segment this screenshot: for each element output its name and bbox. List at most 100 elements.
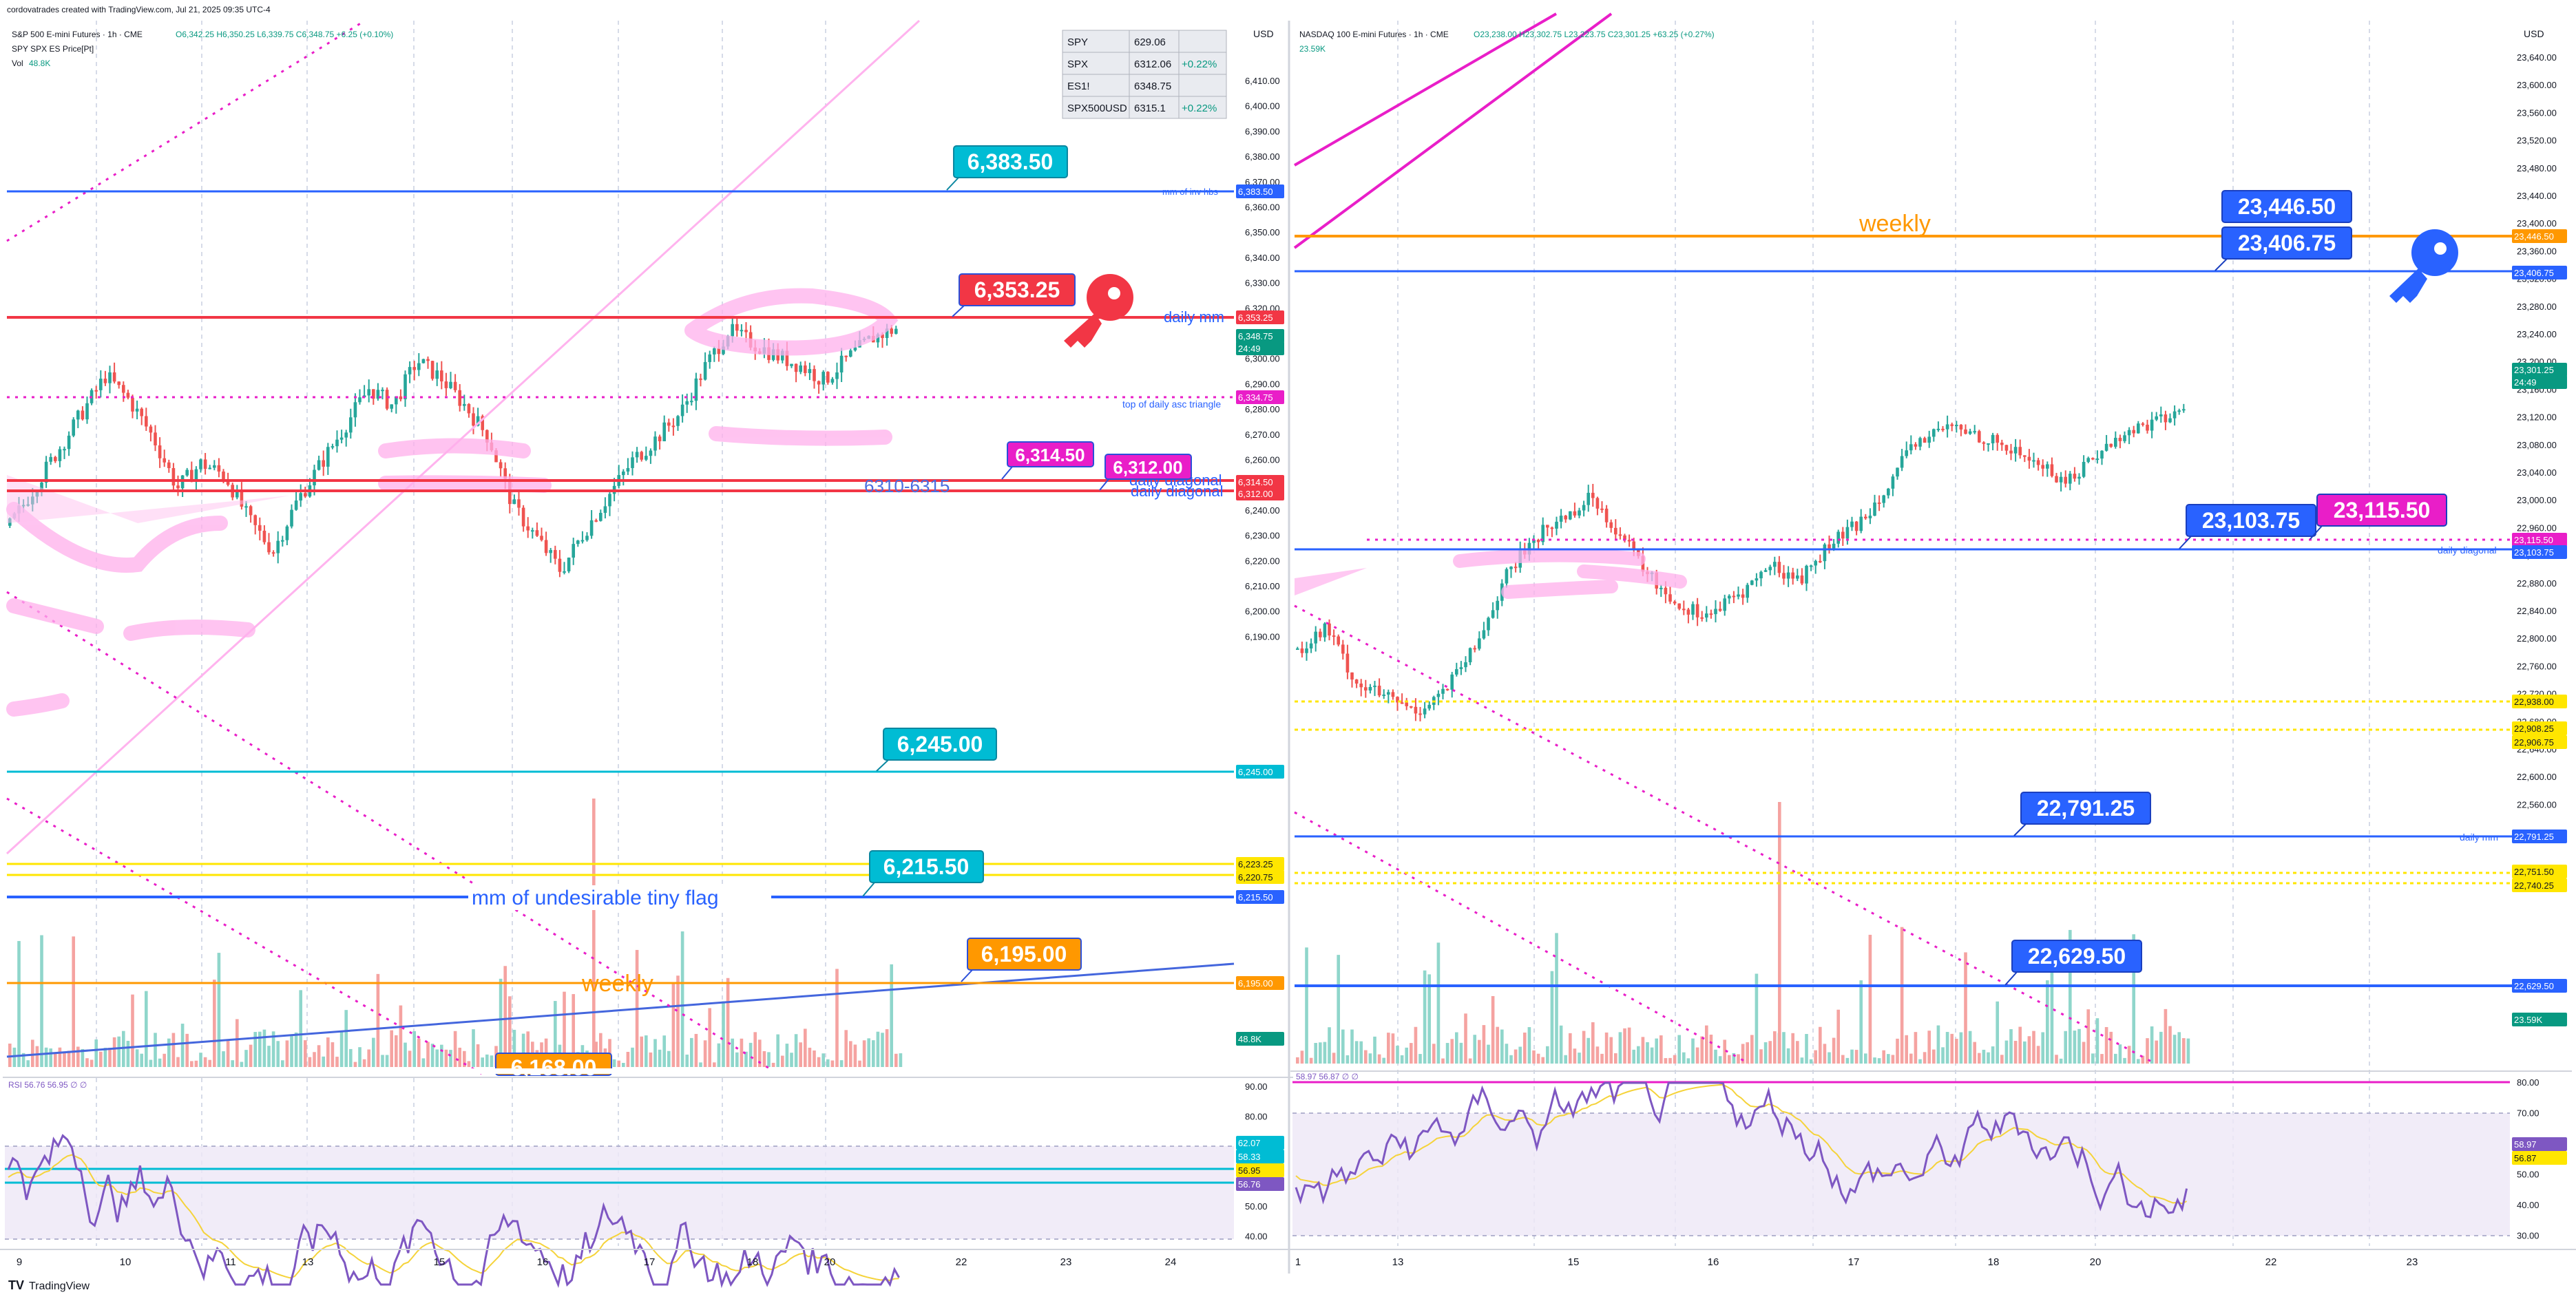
volume-bar — [399, 1005, 403, 1067]
candle — [385, 390, 389, 409]
es-descending-line-2[interactable] — [6, 797, 483, 1075]
nq-symbol-title[interactable]: NASDAQ 100 E-mini Futures · 1h · CME — [1299, 30, 1449, 39]
candle — [1859, 516, 1863, 531]
volume-bar — [2069, 929, 2072, 1064]
volume-bar — [872, 1040, 875, 1067]
price-tag — [2512, 266, 2567, 279]
nq-channel-line-1[interactable] — [1293, 12, 1558, 167]
candle — [2069, 474, 2072, 484]
candle — [2114, 437, 2117, 447]
nq-badge-23406[interactable]: 23,406.75 — [2214, 226, 2352, 271]
es-badge-6215[interactable]: 6,215.50 — [862, 850, 984, 897]
candle — [2182, 409, 2186, 411]
candle — [1573, 511, 1577, 516]
nq-descending-line-1[interactable] — [1294, 604, 2156, 1065]
volume-bar — [808, 1047, 812, 1067]
volume-bar — [703, 1040, 707, 1067]
volume-bar — [1323, 1042, 1327, 1064]
candle — [2041, 465, 2045, 469]
tradingview-logo[interactable]: TV TradingView — [8, 1278, 90, 1292]
volume-bar — [417, 1038, 421, 1067]
nq-badge-23103[interactable]: 23,103.75 — [2179, 504, 2316, 549]
time-axis-tick: 1 — [1295, 1256, 1301, 1268]
candle — [208, 467, 212, 469]
nq-currency-label[interactable]: USD — [2524, 28, 2544, 39]
es-badge-6168[interactable]: 6,168.00 — [495, 1053, 612, 1080]
nq-badge-22791[interactable]: 22,791.25 — [2013, 792, 2151, 836]
es-weekly-trendline[interactable] — [6, 962, 1235, 1058]
volume-bar — [1532, 1050, 1536, 1064]
volume-bar — [294, 1032, 298, 1067]
candle — [203, 459, 207, 469]
volume-bar — [1664, 1058, 1668, 1064]
volume-bar — [304, 1040, 307, 1067]
volume-bar — [1432, 1044, 1436, 1064]
volume-bar — [1741, 1044, 1745, 1064]
es-compare-label[interactable]: SPY SPX ES Price[Pt] — [12, 44, 94, 54]
candle — [1414, 706, 1418, 714]
nq-time-axis[interactable]: 1 13 15 16 17 18 20 22 23 — [1295, 1256, 2418, 1268]
nq-note-weekly: weekly — [1858, 211, 1931, 237]
candle — [731, 324, 735, 337]
volume-bar — [708, 1008, 712, 1067]
nq-badge-23115[interactable]: 23,115.50 — [2310, 494, 2447, 540]
candle — [154, 432, 157, 445]
volume-bar — [1332, 1053, 1336, 1064]
candle — [472, 413, 475, 426]
candle — [1300, 648, 1304, 653]
candle — [267, 542, 271, 553]
nq-descending-line-2[interactable] — [1294, 811, 1750, 1065]
volume-bar — [226, 1041, 230, 1067]
candle — [458, 390, 462, 406]
candle — [1487, 617, 1490, 631]
candle — [603, 506, 607, 514]
candle — [1445, 688, 1449, 690]
es-time-axis[interactable]: 9 10 11 13 15 16 17 18 20 22 23 24 — [17, 1256, 1177, 1268]
price-axis-tick: 6,400.00 — [1245, 101, 1280, 112]
es-badge-6312[interactable]: 6,312.00 — [1099, 454, 1192, 491]
es-descending-line-1[interactable] — [6, 591, 779, 1075]
price-axis-tick: 6,300.00 — [1245, 354, 1280, 364]
volume-bar — [821, 1053, 826, 1067]
candle — [2141, 423, 2145, 425]
nq-channel-line-2[interactable] — [1293, 12, 1613, 249]
candle — [1668, 594, 1672, 602]
es-badge-6245[interactable]: 6,245.00 — [876, 728, 997, 772]
volume-bar — [2155, 1040, 2159, 1064]
candle — [353, 402, 357, 418]
volume-bar — [1305, 947, 1308, 1064]
volume-bar — [1746, 1042, 1750, 1064]
es-badge-6383[interactable]: 6,383.50 — [946, 145, 1068, 191]
es-upper-channel-line[interactable] — [6, 19, 366, 242]
es-badge-6314[interactable]: 6,314.50 — [1001, 441, 1094, 480]
volume-bar — [1646, 1042, 1649, 1064]
volume-bar — [572, 994, 576, 1067]
price-tag-label: 6,215.50 — [1238, 892, 1273, 902]
es-rising-line[interactable] — [6, 19, 921, 855]
candle — [194, 469, 198, 483]
candle — [399, 396, 403, 399]
volume-bar — [1300, 1050, 1304, 1064]
es-badge-6195[interactable]: 6,195.00 — [961, 938, 1082, 982]
nq-note-daily-diagonal: daily diagonal — [2438, 545, 2497, 556]
candle — [631, 457, 634, 468]
es-vol-label[interactable]: Vol — [12, 59, 23, 68]
volume-bar — [1914, 1032, 1918, 1064]
volume-bar — [685, 1054, 689, 1067]
nq-badge-23446[interactable]: 23,446.50 — [2221, 190, 2352, 223]
compare-price: 6312.06 — [1134, 59, 1171, 70]
time-axis-tick: 11 — [225, 1256, 236, 1268]
es-currency-label[interactable]: USD — [1253, 28, 1274, 39]
volume-bar — [281, 1060, 284, 1067]
es-price-axis[interactable]: 6,410.006,400.006,390.006,380.006,370.00… — [1245, 76, 1280, 642]
price-tag — [2512, 229, 2567, 243]
candle — [222, 471, 225, 480]
es-symbol-title[interactable]: S&P 500 E-mini Futures · 1h · CME — [12, 30, 143, 39]
price-axis-tick: 6,340.00 — [1245, 253, 1280, 263]
candle — [81, 410, 85, 420]
volume-bar — [2041, 1032, 2045, 1064]
es-badge-6353[interactable]: 6,353.25 — [952, 273, 1076, 317]
nq-badge-22629[interactable]: 22,629.50 — [2004, 940, 2142, 986]
